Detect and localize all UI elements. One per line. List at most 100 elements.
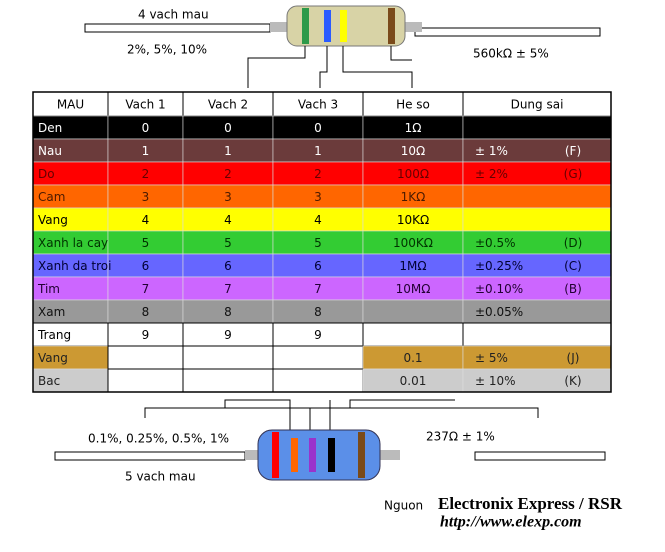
band xyxy=(358,432,365,478)
band xyxy=(309,438,316,472)
cell-text: 1Ω xyxy=(405,121,422,135)
lead xyxy=(375,450,400,460)
cell xyxy=(362,322,464,347)
cell-text: (F) xyxy=(565,144,581,158)
cell-text: 3 xyxy=(224,190,232,204)
bottom-resistor: 0.1%, 0.25%, 0.5%, 1% 237Ω ± 1% 5 vach m… xyxy=(54,399,606,484)
body xyxy=(257,429,381,481)
cell-text: 8 xyxy=(224,305,232,319)
band xyxy=(328,438,335,472)
cell-text: 10Ω xyxy=(401,144,425,158)
cell-text: 6 xyxy=(142,259,150,273)
cell-text: 9 xyxy=(224,328,232,342)
color-name: Nau xyxy=(38,144,62,158)
cell-text: 6 xyxy=(314,259,322,273)
cell-text: ±0.5% xyxy=(475,236,516,250)
cell-text: 3 xyxy=(142,190,150,204)
cell-text: 2 xyxy=(142,167,150,181)
cell-text: (D) xyxy=(564,236,583,250)
tolerances: 2%, 5%, 10% xyxy=(127,43,207,57)
color-name: Den xyxy=(38,121,62,135)
source-name: Electronix Express / RSR xyxy=(438,494,623,513)
cell-text: ±0.10% xyxy=(475,282,523,296)
header-text: Vach 1 xyxy=(125,98,165,112)
cell-text: 6 xyxy=(224,259,232,273)
band xyxy=(302,8,309,44)
cell-text: 0.1 xyxy=(403,351,422,365)
cell-text: 5 xyxy=(142,236,150,250)
header-text: MAU xyxy=(57,98,84,112)
cell-text: ±0.05% xyxy=(475,305,523,319)
lead xyxy=(270,22,290,32)
cell-text: 7 xyxy=(314,282,322,296)
cell-text: ± 1% xyxy=(475,144,508,158)
color-name: Trang xyxy=(37,328,71,342)
cell-text: ±0.25% xyxy=(475,259,523,273)
header-text: Vach 3 xyxy=(298,98,338,112)
header-cell xyxy=(107,91,184,117)
color-name: Xam xyxy=(38,305,65,319)
cell-text: (C) xyxy=(564,259,582,273)
cell xyxy=(462,322,612,347)
cell xyxy=(272,368,364,393)
cell-text: 1 xyxy=(314,144,322,158)
cell-text: 2 xyxy=(224,167,232,181)
cell xyxy=(182,368,274,393)
cell-text: 0 xyxy=(224,121,232,135)
color-name: Cam xyxy=(38,190,65,204)
cell-text: 4 xyxy=(314,213,322,227)
table: MAU Vach 1 Vach 2 Vach 3 He so Dung sai Den 0 0 0… xyxy=(32,91,612,393)
cell-text: 7 xyxy=(224,282,232,296)
cell-text: 4 xyxy=(224,213,232,227)
cell-text: 1 xyxy=(224,144,232,158)
source-url: http://www.elexp.com xyxy=(440,514,582,531)
cell-text: 1KΩ xyxy=(401,190,426,204)
cell-text: 10MΩ xyxy=(396,282,431,296)
connector xyxy=(247,46,413,88)
connector xyxy=(144,399,539,430)
color-name: Xanh la cay xyxy=(38,236,108,250)
color-name: Vang xyxy=(38,351,68,365)
cell-text: ± 5% xyxy=(475,351,508,365)
label: 5 vach mau xyxy=(125,470,196,484)
table-border xyxy=(32,91,612,393)
cell-text: ± 10% xyxy=(475,374,516,388)
cell xyxy=(462,207,612,232)
lead-bar xyxy=(474,451,606,461)
cell xyxy=(462,184,612,209)
cell-text: 100KΩ xyxy=(393,236,433,250)
cell-text: 9 xyxy=(314,328,322,342)
lead-bar xyxy=(84,23,271,33)
example: 237Ω ± 1% xyxy=(426,430,495,444)
cell-text: 0 xyxy=(314,121,322,135)
top-resistor: 4 vach mau 2%, 5%, 10% 560kΩ ± 5% xyxy=(84,5,601,88)
header-text: Dung sai xyxy=(511,98,564,112)
color-name: Do xyxy=(38,167,55,181)
cell-text: (G) xyxy=(564,167,583,181)
band xyxy=(291,438,298,472)
cell-text: ± 2% xyxy=(475,167,508,181)
cell-text: 1 xyxy=(142,144,150,158)
source-label: Nguon xyxy=(384,499,423,513)
cell-text: 8 xyxy=(314,305,322,319)
cell-text: 0.01 xyxy=(400,374,427,388)
lead-bar xyxy=(414,27,601,37)
cell-text: (J) xyxy=(567,351,580,365)
cell-text: 7 xyxy=(142,282,150,296)
cell xyxy=(107,368,184,393)
cell-text: (B) xyxy=(564,282,582,296)
band xyxy=(324,10,331,42)
label: 4 vach mau xyxy=(138,8,209,22)
header-text: He so xyxy=(396,98,430,112)
band xyxy=(388,8,395,44)
cell-text: 9 xyxy=(142,328,150,342)
cell-text: 0 xyxy=(142,121,150,135)
color-name: Bac xyxy=(38,374,60,388)
header-cell xyxy=(32,91,109,117)
cell-text: 1MΩ xyxy=(399,259,426,273)
band xyxy=(272,432,279,478)
lead xyxy=(245,450,265,460)
cell-text: 100Ω xyxy=(397,167,429,181)
cell-text: 3 xyxy=(314,190,322,204)
